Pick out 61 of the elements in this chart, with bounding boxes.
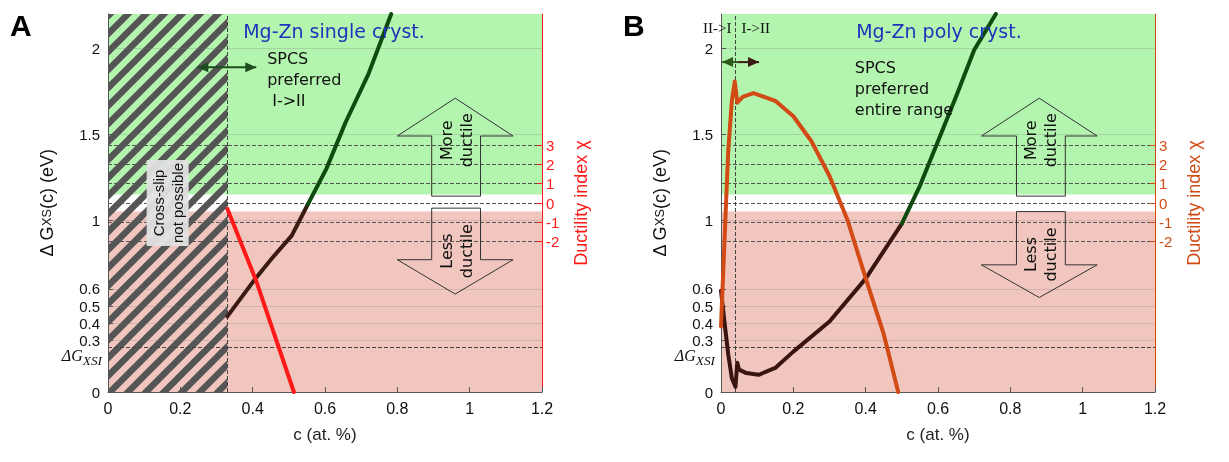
- x-tick-label: 0.8: [999, 399, 1022, 417]
- y-tick-label: 1: [91, 211, 100, 229]
- y-axis-title: Δ GXS(c) (eV): [37, 149, 57, 257]
- y-tick-label: 1.5: [79, 125, 100, 143]
- x-tick-label: 1: [465, 399, 475, 417]
- y2-tick-label: -2: [546, 233, 560, 251]
- x-tick-label: 0.2: [782, 399, 805, 417]
- x-tick-label: 1: [1078, 399, 1088, 417]
- annotation: Less ductile: [436, 224, 476, 279]
- y2-tick-label: 0: [1159, 194, 1168, 212]
- y2-tick-label: 3: [1159, 136, 1168, 154]
- ref-line-label: ΔG$_{XSI}$: [61, 347, 102, 370]
- y-tick-label: 0: [704, 383, 713, 401]
- y2-tick-label: -2: [1159, 233, 1173, 251]
- x-tick-label: 0.8: [386, 399, 409, 417]
- line-series: [225, 202, 310, 319]
- y-tick-label: 1.5: [692, 125, 713, 143]
- y2-tick-label: 2: [546, 155, 555, 173]
- y2-tick-label: 2: [1159, 155, 1168, 173]
- annotation: I->II: [741, 19, 770, 36]
- annotation: More ductile: [436, 113, 476, 168]
- x-tick-label: 1.2: [1143, 399, 1167, 417]
- y-tick-label: 0.3: [692, 331, 713, 349]
- y2-axis-title: Ductility index χ: [1184, 139, 1204, 266]
- x-axis-title: c (at. %): [293, 425, 357, 444]
- y2-tick-label: 1: [546, 175, 555, 193]
- x-tick-label: 0: [716, 399, 726, 417]
- y-tick-label: 0.3: [79, 331, 100, 349]
- y-tick-label: 0.5: [692, 297, 713, 315]
- y-axis-title: Δ GXS(c) (eV): [650, 149, 670, 257]
- x-tick-label: 0.4: [241, 399, 264, 417]
- y-tick-label: 0.5: [79, 297, 100, 315]
- x-tick-label: 0.2: [169, 399, 192, 417]
- y-tick-label: 1: [704, 211, 713, 229]
- line-series: [719, 221, 904, 389]
- text: B: [623, 8, 645, 42]
- annotation: Less ductile: [1021, 227, 1061, 282]
- ref-line-label: ΔG$_{XSI}$: [674, 347, 715, 370]
- y-tick-label: 0.6: [79, 280, 100, 298]
- y2-axis-title: Ductility index χ: [571, 139, 591, 266]
- y-tick-label: 2: [91, 39, 100, 57]
- y-tick-label: 2: [704, 39, 713, 57]
- y2-tick-label: 1: [1159, 175, 1168, 193]
- x-tick-label: 0.6: [926, 399, 950, 417]
- x-tick-label: 0: [103, 399, 113, 417]
- y2-tick-label: -1: [1159, 213, 1173, 231]
- band-label: Cross-slip not possible: [149, 162, 186, 244]
- x-tick-label: 1.2: [530, 399, 554, 417]
- annotation: More ductile: [1021, 113, 1061, 168]
- y-tick-label: 0: [91, 383, 100, 401]
- x-axis-title: c (at. %): [906, 425, 970, 444]
- y2-tick-label: 0: [546, 194, 555, 212]
- y2-tick-label: 3: [546, 136, 555, 154]
- annotation: SPCS preferred I->II: [267, 49, 342, 111]
- x-tick-label: 0.6: [313, 399, 337, 417]
- y-tick-label: 0.4: [79, 314, 100, 332]
- y2-tick-label: -1: [546, 213, 560, 231]
- text: A: [10, 8, 32, 42]
- y-tick-label: 0.4: [692, 314, 713, 332]
- y-tick-label: 0.6: [692, 280, 713, 298]
- x-tick-label: 0.4: [854, 399, 877, 417]
